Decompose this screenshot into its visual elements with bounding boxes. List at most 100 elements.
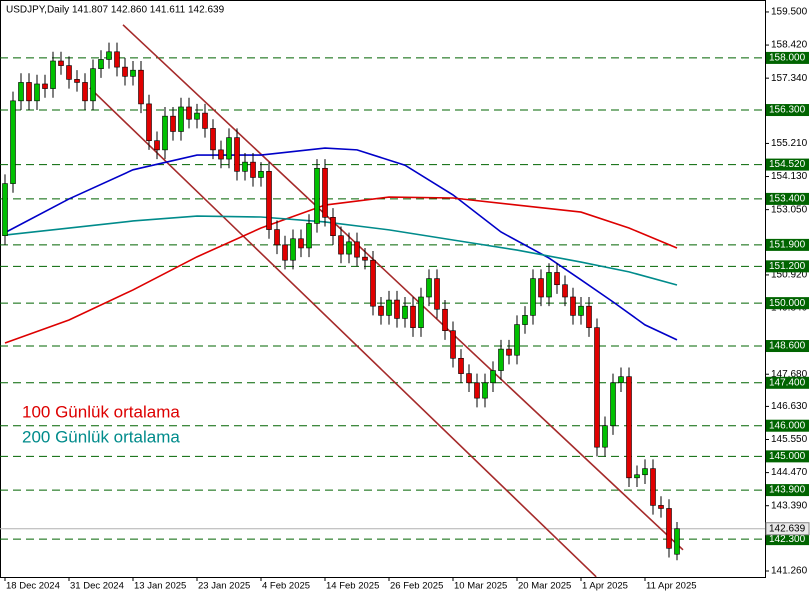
- x-tick-label: 14 Feb 2025: [326, 581, 379, 592]
- candle-body: [114, 51, 120, 68]
- level-label: 143.900: [769, 485, 806, 496]
- x-tick-label: 10 Mar 2025: [454, 581, 507, 592]
- level-box: [766, 104, 809, 117]
- level-box: [766, 340, 809, 353]
- candle-body: [346, 241, 352, 255]
- price-label: 142.639: [769, 523, 806, 534]
- annotation: 100 Günlük ortalama: [22, 402, 180, 421]
- candle-body: [634, 474, 640, 479]
- candle-body: [250, 161, 256, 178]
- y-tick-label: 146.630: [771, 401, 808, 412]
- level-box: [766, 192, 809, 205]
- level-label: 156.300: [769, 105, 806, 116]
- candle-body: [450, 330, 456, 359]
- candle-body: [458, 357, 464, 374]
- candle-body: [2, 183, 8, 236]
- candle-body: [426, 278, 432, 298]
- candle-body: [610, 382, 616, 427]
- candle-body: [538, 278, 544, 298]
- candle-body: [378, 305, 384, 316]
- candle-body: [546, 272, 552, 298]
- candle-body: [394, 299, 400, 319]
- candle-body: [66, 65, 72, 80]
- candle-body: [202, 112, 208, 129]
- y-tick-label: 153.050: [771, 204, 808, 215]
- y-tick-label: 143.390: [771, 500, 808, 511]
- candle-body: [210, 128, 216, 151]
- moving-average: [4, 196, 678, 344]
- y-tick-label: 141.260: [771, 566, 808, 577]
- x-tick-label: 1 Apr 2025: [582, 581, 628, 592]
- y-tick-label: 144.470: [771, 467, 808, 478]
- candle-body: [98, 59, 104, 69]
- candle-body: [218, 149, 224, 160]
- level-label: 151.200: [769, 261, 806, 272]
- candle-body: [290, 238, 296, 261]
- level-box: [766, 450, 809, 463]
- candle-body: [106, 51, 112, 60]
- x-tick-label: 31 Dec 2024: [70, 581, 124, 592]
- candle-body: [266, 171, 272, 230]
- candle-body: [482, 382, 488, 399]
- candle-body: [330, 217, 336, 236]
- candle-body: [58, 60, 64, 66]
- x-tick-label: 23 Jan 2025: [198, 581, 250, 592]
- level-label: 147.400: [769, 377, 806, 388]
- candle-body: [18, 82, 24, 102]
- candle-body: [402, 305, 408, 319]
- level-box: [766, 260, 809, 273]
- level-label: 153.400: [769, 194, 806, 205]
- level-box: [766, 51, 809, 64]
- candle-body: [594, 327, 600, 448]
- candle-body: [50, 60, 56, 89]
- y-tick-label: 150.920: [771, 270, 808, 281]
- candle-body: [194, 112, 200, 120]
- candle-body: [306, 223, 312, 249]
- candle-body: [362, 256, 368, 261]
- candle-body: [274, 229, 280, 246]
- candle-body: [314, 167, 320, 224]
- x-tick-label: 13 Jan 2025: [134, 581, 186, 592]
- candle-body: [578, 305, 584, 316]
- level-box: [766, 158, 809, 171]
- plot-frame: [0, 0, 766, 578]
- candle-body: [618, 376, 624, 384]
- candle-body: [322, 167, 328, 218]
- level-box: [766, 376, 809, 389]
- candle-body: [282, 244, 288, 261]
- candle-body: [170, 115, 176, 132]
- candle-body: [466, 373, 472, 384]
- y-tick-label: 157.340: [771, 73, 808, 84]
- candle-body: [162, 115, 168, 151]
- level-label: 151.900: [769, 240, 806, 251]
- level-label: 154.520: [769, 159, 806, 170]
- level-box: [766, 419, 809, 432]
- candle-body: [514, 324, 520, 356]
- candle-body: [74, 79, 80, 83]
- candle-body: [298, 238, 304, 249]
- candle-body: [674, 528, 680, 555]
- y-tick-label: 154.130: [771, 171, 808, 182]
- candle-body: [82, 82, 88, 102]
- level-label: 158.000: [769, 53, 806, 64]
- level-box: [766, 238, 809, 251]
- candle-body: [522, 315, 528, 325]
- candle-body: [258, 171, 264, 178]
- candle-body: [338, 235, 344, 255]
- level-box: [766, 533, 809, 546]
- candle-body: [386, 299, 392, 316]
- candle-body: [474, 382, 480, 399]
- y-tick-label: 155.210: [771, 138, 808, 149]
- candle-body: [234, 137, 240, 172]
- y-tick-label: 159.500: [771, 7, 808, 18]
- candle-body: [138, 69, 144, 105]
- candle-body: [90, 68, 96, 102]
- candle-body: [490, 370, 496, 384]
- candle-body: [34, 83, 40, 102]
- x-tick-label: 18 Dec 2024: [6, 581, 60, 592]
- candle-body: [154, 140, 160, 151]
- trendline: [122, 24, 684, 551]
- candle-body: [570, 296, 576, 316]
- candle-body: [42, 83, 48, 89]
- candle-body: [562, 284, 568, 298]
